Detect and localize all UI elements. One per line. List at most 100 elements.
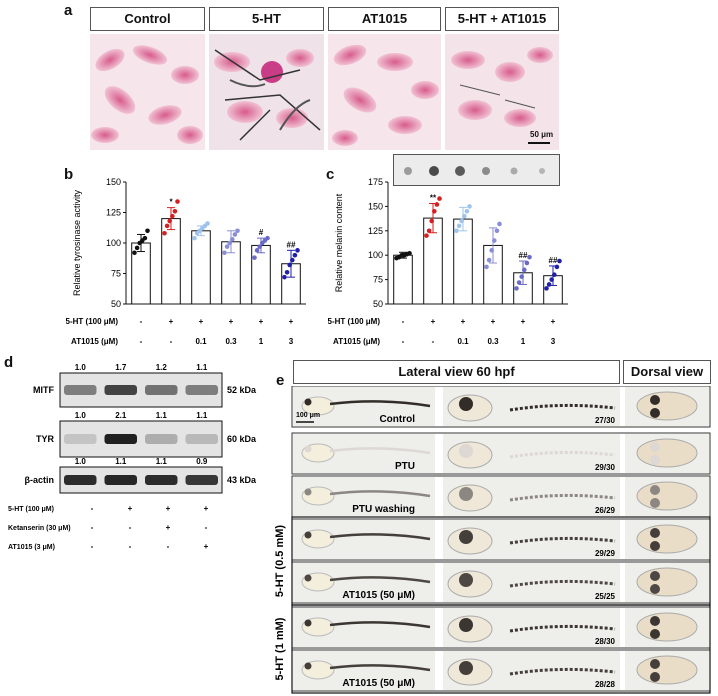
blot-2-ratio-2: 1.1 (156, 457, 168, 466)
fish-row-label-4: AT1015 (50 μM) (342, 590, 415, 601)
micrograph-5ht-at1015 (445, 34, 559, 150)
chart-c-row-label-1: AT1015 (μM) (333, 337, 380, 346)
fish-dorsal-0 (636, 391, 698, 421)
chart-c-point-1-2 (429, 218, 434, 224)
blot-0-band-3 (185, 385, 218, 395)
fish-group-label-1: 5-HT (1 mM) (274, 617, 286, 680)
chart-b-row-0-val-3: + (229, 317, 234, 326)
fish-dorsal-eye-l-3 (650, 528, 660, 538)
fish-head-eye-3 (459, 530, 473, 544)
fish-dorsal-4 (636, 567, 698, 597)
fish-dorsal-5 (636, 612, 698, 642)
blot-2-name: β-actin (25, 475, 55, 485)
chart-b-point-1-5 (175, 199, 180, 204)
fish-tail-6 (509, 667, 616, 676)
chart-b-row-1-val-2: 0.1 (195, 337, 207, 346)
blot-2-ratio-0: 1.0 (75, 457, 87, 466)
melanin-pellet-image (393, 154, 560, 186)
chart-b-row-0-val-2: + (199, 317, 204, 326)
chart-b-row-1-val-0: - (140, 337, 143, 346)
fish-row-label-2: PTU washing (352, 504, 415, 515)
chart-c-row-1-val-4: 1 (521, 337, 526, 346)
chart-b-ytick-label-2: 100 (106, 238, 121, 248)
chart-c-point-4-3 (522, 267, 527, 273)
chart-c-point-3-5 (497, 221, 502, 227)
chart-b-point-3-3 (230, 237, 235, 242)
chart-b-bar-4 (251, 244, 271, 305)
fish-body-5 (329, 621, 431, 629)
fish-dorsal-eye-r-0 (650, 408, 660, 418)
fish-eye-0 (304, 398, 312, 406)
fish-tail-1 (509, 450, 616, 459)
blot-0-ratio-3: 1.1 (196, 363, 208, 372)
blot-1-name: TYR (36, 434, 55, 444)
scale-bar-a-label: 50 μm (530, 130, 554, 139)
blot-1-band-0 (64, 434, 97, 444)
fish-dorsal-eye-l-6 (650, 659, 660, 669)
chart-c-ytick-label-3: 125 (368, 226, 383, 236)
chart-b-point-5-0 (282, 274, 287, 280)
chart-c-point-5-0 (544, 286, 549, 291)
chart-c-point-3-2 (489, 248, 494, 253)
chart-c-annotation-5: ## (549, 256, 558, 265)
chart-c-point-5-5 (557, 258, 562, 264)
chart-b-point-4-1 (254, 248, 260, 253)
chart-b-point-0-5 (145, 228, 150, 234)
chart-c-point-1-3 (432, 208, 437, 214)
melanin-chart: 50 75 100 125 150 175 Relative melanin content… (328, 177, 568, 346)
blot-1-ratio-3: 1.1 (196, 411, 208, 420)
chart-b-row-label-0: 5-HT (100 μM) (66, 317, 118, 326)
fish-tail-2 (509, 493, 616, 502)
fish-head-eye-1 (459, 444, 473, 458)
blot-row-2-val-2: - (167, 542, 170, 551)
fish-tail-0 (509, 403, 616, 412)
chart-b-ytick-label-3: 125 (106, 208, 121, 218)
blot-1-ratio-2: 1.1 (156, 411, 168, 420)
chart-c-ytick-label-4: 150 (368, 201, 383, 211)
fish-dorsal-eye-r-6 (650, 672, 660, 682)
chart-b-point-3-1 (224, 244, 230, 249)
blot-row-0-val-2: + (166, 504, 171, 513)
chart-c-row-0-val-5: + (551, 317, 556, 326)
blot-row-1-val-1: - (129, 523, 132, 532)
fish-dorsal-2 (636, 481, 698, 511)
fish-dorsal-eye-l-4 (650, 571, 660, 581)
chart-b-row-1-val-5: 3 (289, 337, 294, 346)
fish-dorsal-3 (636, 524, 698, 554)
blot-2-band-1 (104, 475, 137, 485)
blot-1-ratio-1: 2.1 (115, 411, 127, 420)
chart-c-point-2-0 (454, 228, 459, 234)
chart-c-point-1-5 (437, 196, 442, 201)
micrograph-control (90, 34, 205, 150)
chart-b-bar-2 (191, 230, 211, 305)
chart-c-row-1-val-0: - (402, 337, 405, 346)
chart-b-point-3-4 (232, 232, 238, 237)
chart-b-point-4-0 (252, 255, 257, 260)
chart-c-row-1-val-2: 0.1 (457, 337, 469, 346)
chart-c-row-1-val-3: 0.3 (487, 337, 499, 346)
header-dorsal-view: Dorsal view (623, 360, 711, 384)
fish-tail-3 (509, 536, 616, 545)
chart-b-point-3-2 (227, 240, 232, 246)
zebrafish-panel: Control 27/30 PTU 29/30 PTU washing 26/29 29/2… (274, 386, 711, 694)
blot-row-1-val-2: + (166, 523, 171, 532)
panel-label-d: d (4, 354, 14, 371)
chart-c-ytick-label-5: 175 (368, 177, 383, 187)
blot-1-kda: 60 kDa (227, 434, 257, 444)
panel-label-c: c (326, 166, 335, 183)
fish-row-count-0: 27/30 (595, 416, 616, 425)
blot-1-band-2 (145, 434, 178, 444)
tyrosinase-chart: 50 75 100 125 150 Relative tyrosinase activit… (66, 177, 306, 346)
blot-2-band-2 (145, 475, 178, 485)
fish-body-3 (329, 533, 431, 541)
fish-dorsal-eye-l-0 (650, 395, 660, 405)
fish-body-1 (329, 447, 431, 455)
micrograph-5ht (209, 34, 324, 150)
header-5ht-at1015: 5-HT + AT1015 (445, 7, 559, 31)
chart-c-point-2-4 (464, 208, 470, 214)
fish-row-count-2: 26/29 (595, 506, 616, 515)
panel-label-a: a (64, 2, 73, 19)
header-5ht: 5-HT (209, 7, 324, 31)
chart-b-point-0-4 (142, 235, 148, 241)
chart-c-point-5-2 (549, 277, 554, 282)
